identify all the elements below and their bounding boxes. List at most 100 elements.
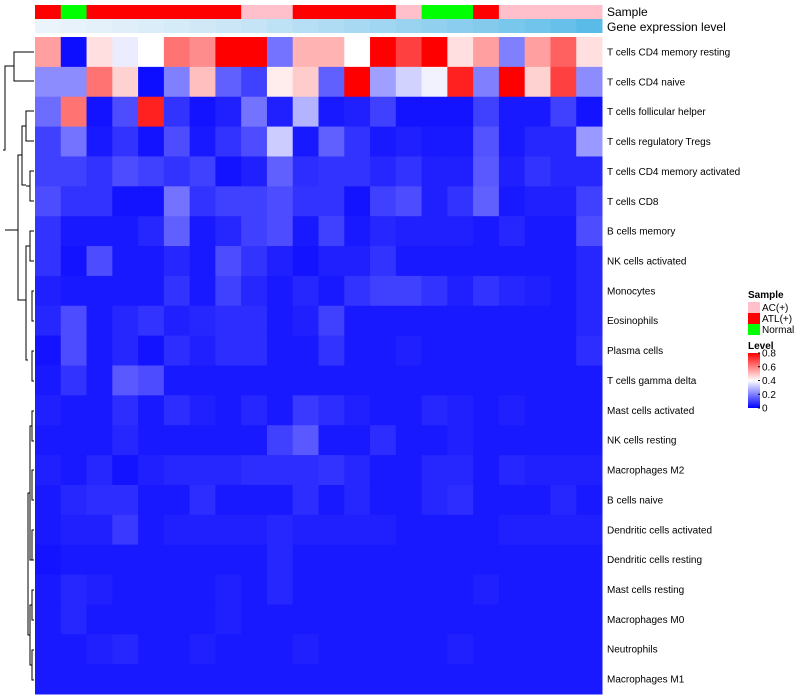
heatmap-cell — [138, 37, 165, 68]
expression-cell — [138, 19, 165, 33]
heatmap-cell — [112, 216, 139, 247]
heatmap-cell — [112, 484, 139, 516]
heatmap-cell — [215, 604, 242, 635]
row-label: Macrophages M0 — [607, 615, 685, 626]
row-labels: T cells CD4 memory resting T cells CD4 na… — [607, 47, 740, 685]
heatmap-cell — [60, 305, 88, 337]
heatmap-cell — [370, 96, 397, 128]
heatmap-cell — [473, 126, 500, 157]
heatmap-cell — [112, 275, 139, 307]
heatmap-cell — [318, 574, 345, 605]
heatmap-cell — [266, 574, 294, 605]
heatmap-cell — [138, 395, 165, 426]
heatmap-cell — [473, 246, 500, 277]
heatmap-cell — [189, 455, 216, 486]
heatmap-cell — [163, 156, 191, 187]
heatmap-cell — [189, 96, 216, 128]
heatmap-cell — [421, 37, 448, 68]
heatmap-cell — [498, 455, 526, 486]
heatmap-cell — [112, 544, 139, 576]
heatmap-cell — [112, 604, 139, 635]
row-label: Dendritic cells activated — [607, 525, 712, 536]
expression-cell — [421, 19, 448, 33]
heatmap-cell — [35, 634, 62, 665]
sample-legend-label: ATL(+) — [762, 314, 792, 325]
heatmap-cell — [163, 514, 191, 546]
heatmap-cell — [60, 365, 88, 396]
expression-cell — [266, 19, 294, 33]
heatmap-cell — [86, 246, 113, 277]
heatmap-cell — [138, 156, 165, 187]
heatmap-cell — [86, 66, 113, 98]
heatmap-cell — [395, 425, 423, 456]
sample-legend-label: Normal — [762, 325, 794, 336]
heatmap-cell — [60, 156, 88, 187]
sample-cell — [576, 5, 603, 19]
heatmap-cell — [112, 37, 139, 68]
heatmap-cell — [60, 126, 88, 157]
heatmap-cell — [447, 156, 474, 187]
heatmap-cell — [421, 365, 448, 396]
heatmap-cell — [318, 335, 345, 366]
heatmap-cell — [550, 544, 577, 576]
expression-cell — [524, 19, 551, 33]
heatmap-cell — [524, 455, 551, 486]
expression-cell — [163, 19, 191, 33]
heatmap-cell — [524, 365, 551, 396]
heatmap-cell — [86, 544, 113, 576]
heatmap-cell — [215, 365, 242, 396]
heatmap-cell — [524, 126, 551, 157]
heatmap-cell — [498, 186, 526, 217]
heatmap-cell — [473, 66, 500, 98]
heatmap-cell — [35, 544, 62, 576]
heatmap-cell — [421, 664, 448, 695]
heatmap-cell — [189, 156, 216, 187]
heatmap-cell — [447, 37, 474, 68]
heatmap-cell — [292, 66, 319, 98]
heatmap-cell — [60, 335, 88, 366]
row-label: T cells CD4 naive — [607, 77, 686, 88]
heatmap-cell — [370, 275, 397, 307]
heatmap-cell — [318, 96, 345, 128]
heatmap-cell — [215, 275, 242, 307]
heatmap-cell — [576, 395, 603, 426]
heatmap-cell — [112, 664, 139, 695]
heatmap-cell — [498, 484, 526, 516]
row-label: B cells memory — [607, 227, 675, 238]
row-label: T cells CD8 — [607, 197, 659, 208]
sample-cell — [163, 5, 191, 19]
heatmap-cell — [550, 634, 577, 665]
heatmap-cell — [86, 126, 113, 157]
heatmap-cell — [344, 544, 371, 576]
heatmap-cell — [241, 574, 268, 605]
heatmap-cell — [86, 455, 113, 486]
row-dendrogram — [3, 51, 34, 681]
heatmap-cell — [35, 395, 62, 426]
sample-cell — [292, 5, 319, 19]
heatmap-cell — [473, 664, 500, 695]
sample-annotation-bar — [35, 5, 603, 19]
heatmap-cell — [86, 216, 113, 247]
heatmap-cell — [498, 664, 526, 695]
heatmap-cell — [370, 574, 397, 605]
heatmap-cell — [266, 604, 294, 635]
heatmap-cell — [524, 156, 551, 187]
heatmap-cell — [60, 425, 88, 456]
heatmap-cell — [292, 604, 319, 635]
sample-cell — [215, 5, 242, 19]
heatmap-cell — [421, 275, 448, 307]
heatmap-cell — [163, 275, 191, 307]
heatmap-cell — [292, 216, 319, 247]
heatmap-cell — [473, 186, 500, 217]
heatmap-cell — [266, 126, 294, 157]
heatmap-cell — [344, 455, 371, 486]
level-legend: Level 0.8 0.6 0.4 0.2 0 — [748, 341, 776, 415]
heatmap-cell — [292, 664, 319, 695]
heatmap-cell — [318, 156, 345, 187]
heatmap-cell — [576, 604, 603, 635]
heatmap-cell — [395, 37, 423, 68]
heatmap-cell — [318, 365, 345, 396]
level-legend-tick-label: 0.4 — [762, 376, 776, 387]
heatmap-cell — [550, 126, 577, 157]
heatmap-cell — [395, 335, 423, 366]
